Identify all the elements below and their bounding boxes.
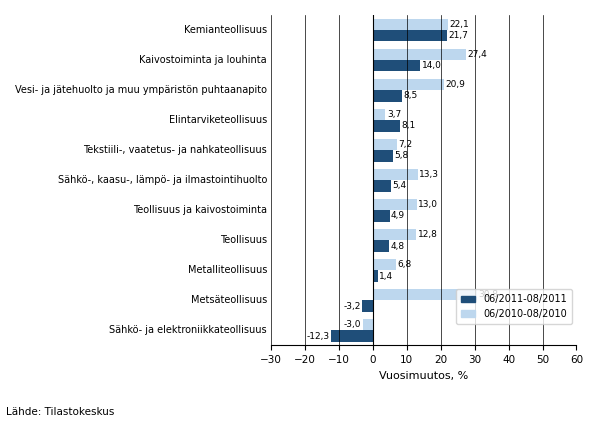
Bar — [373, 229, 416, 240]
Text: 21,7: 21,7 — [448, 31, 468, 40]
X-axis label: Vuosimuutos, %: Vuosimuutos, % — [379, 371, 468, 381]
Text: 8,1: 8,1 — [402, 121, 416, 131]
Text: 1,4: 1,4 — [379, 272, 393, 280]
Text: 8,5: 8,5 — [403, 91, 417, 100]
Bar — [373, 180, 391, 192]
Bar — [373, 169, 418, 180]
Bar — [373, 289, 477, 301]
Text: 13,0: 13,0 — [419, 200, 438, 209]
Text: 3,7: 3,7 — [387, 110, 401, 119]
Legend: 06/2011-08/2011, 06/2010-08/2010: 06/2011-08/2011, 06/2010-08/2010 — [456, 290, 572, 324]
Text: 12,8: 12,8 — [417, 230, 438, 239]
Bar — [373, 49, 466, 60]
Text: -12,3: -12,3 — [307, 332, 330, 341]
Text: 5,4: 5,4 — [393, 181, 407, 190]
Text: -3,2: -3,2 — [343, 301, 361, 311]
Bar — [331, 330, 373, 342]
Bar — [373, 30, 447, 41]
Text: Lähde: Tilastokeskus: Lähde: Tilastokeskus — [6, 407, 114, 417]
Text: 14,0: 14,0 — [422, 61, 442, 70]
Bar — [373, 270, 378, 282]
Bar — [363, 319, 373, 330]
Text: 27,4: 27,4 — [467, 50, 487, 59]
Bar — [373, 150, 393, 162]
Text: 5,8: 5,8 — [394, 152, 408, 160]
Bar — [373, 199, 417, 210]
Bar — [373, 139, 397, 150]
Bar — [373, 109, 386, 120]
Bar — [373, 60, 420, 72]
Text: 4,9: 4,9 — [391, 211, 405, 221]
Text: 22,1: 22,1 — [449, 20, 469, 29]
Text: 6,8: 6,8 — [397, 260, 411, 269]
Text: 4,8: 4,8 — [390, 242, 405, 250]
Bar — [373, 19, 448, 30]
Bar — [373, 79, 444, 90]
Text: 7,2: 7,2 — [399, 140, 413, 149]
Text: 20,9: 20,9 — [445, 80, 465, 89]
Bar — [373, 120, 401, 132]
Text: -3,0: -3,0 — [344, 320, 361, 329]
Text: 13,3: 13,3 — [419, 170, 440, 179]
Bar — [362, 301, 373, 312]
Bar — [373, 259, 396, 270]
Bar — [373, 240, 389, 252]
Bar — [373, 90, 402, 101]
Bar — [373, 210, 389, 222]
Text: 30,8: 30,8 — [479, 290, 499, 299]
